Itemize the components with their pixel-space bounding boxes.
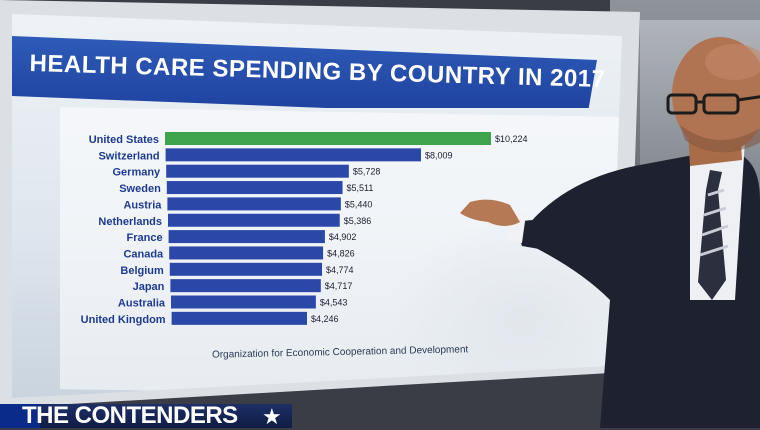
bar bbox=[166, 181, 343, 195]
value-label: $5,511 bbox=[347, 183, 374, 193]
category-label: Canada bbox=[123, 248, 164, 260]
value-label: $10,224 bbox=[495, 134, 528, 144]
display-monitor: HEALTH CARE SPENDING BY COUNTRY IN 2017 … bbox=[0, 0, 640, 408]
bar bbox=[169, 262, 323, 276]
star-icon: ★ bbox=[262, 404, 282, 429]
category-label: United Kingdom bbox=[81, 314, 166, 326]
category-label: Austria bbox=[123, 199, 162, 211]
bar bbox=[171, 295, 316, 309]
category-label: Japan bbox=[133, 281, 165, 293]
category-label: Belgium bbox=[120, 265, 164, 277]
category-label: France bbox=[127, 232, 163, 244]
category-label: Australia bbox=[118, 298, 166, 310]
bar-chart: United States $10,224 Switzerland $8,009 Ger… bbox=[81, 132, 528, 326]
category-label: Netherlands bbox=[98, 216, 162, 228]
lower-third-accent bbox=[0, 404, 40, 428]
category-label: Germany bbox=[112, 167, 161, 179]
category-label: Sweden bbox=[119, 183, 161, 195]
bar bbox=[166, 164, 349, 178]
bar bbox=[165, 132, 491, 145]
value-label: $5,440 bbox=[345, 199, 373, 209]
value-label: $5,386 bbox=[344, 216, 372, 226]
value-label: $4,902 bbox=[329, 232, 357, 242]
value-label: $5,728 bbox=[353, 167, 381, 177]
bar bbox=[168, 213, 340, 227]
category-label: United States bbox=[89, 134, 159, 146]
display-screen: HEALTH CARE SPENDING BY COUNTRY IN 2017 … bbox=[12, 14, 622, 398]
bar bbox=[171, 311, 307, 325]
lower-third-banner bbox=[0, 404, 292, 428]
value-label: $4,717 bbox=[325, 281, 353, 291]
bar bbox=[167, 197, 341, 211]
bar bbox=[170, 279, 321, 293]
show-name: THE CONTENDERS bbox=[22, 402, 238, 429]
category-label: Switzerland bbox=[98, 150, 159, 162]
value-label: $4,826 bbox=[327, 248, 355, 258]
bar bbox=[169, 246, 324, 260]
bar bbox=[168, 230, 325, 244]
value-label: $4,543 bbox=[320, 298, 348, 308]
value-label: $4,774 bbox=[326, 265, 354, 275]
value-label: $8,009 bbox=[425, 150, 453, 160]
value-label: $4,246 bbox=[311, 314, 339, 324]
bar bbox=[165, 148, 421, 162]
